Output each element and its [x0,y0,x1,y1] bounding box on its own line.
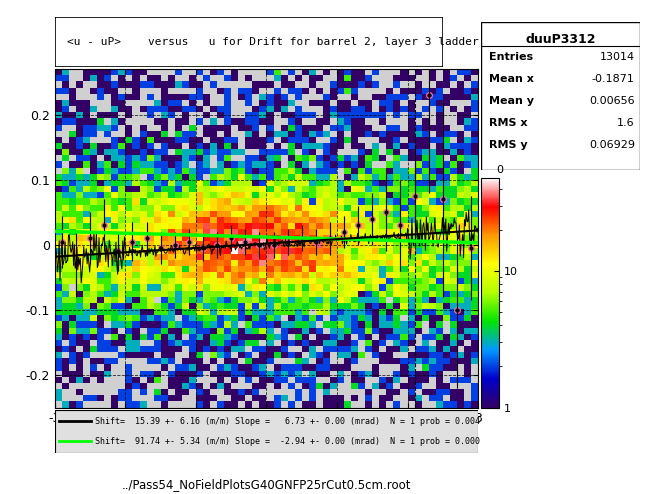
Text: Shift=  91.74 +- 5.34 (m/m) Slope =  -2.94 +- 0.00 (mrad)  N = 1 prob = 0.000: Shift= 91.74 +- 5.34 (m/m) Slope = -2.94… [95,437,480,446]
Text: 0: 0 [496,165,503,175]
Text: Shift=  15.39 +- 6.16 (m/m) Slope =   6.73 +- 0.00 (mrad)  N = 1 prob = 0.004: Shift= 15.39 +- 6.16 (m/m) Slope = 6.73 … [95,417,480,426]
Text: RMS x: RMS x [489,118,528,127]
Text: 0.00656: 0.00656 [589,96,635,106]
Text: Entries: Entries [489,52,534,62]
Text: RMS y: RMS y [489,140,528,150]
Text: Mean x: Mean x [489,74,534,84]
Text: 13014: 13014 [599,52,635,62]
FancyBboxPatch shape [481,22,640,170]
Text: -0.1871: -0.1871 [592,74,635,84]
Text: duuP3312: duuP3312 [525,33,596,45]
FancyBboxPatch shape [55,17,443,67]
Text: ../Pass54_NoFieldPlotsG40GNFP25rCut0.5cm.root: ../Pass54_NoFieldPlotsG40GNFP25rCut0.5cm… [122,479,412,492]
Text: <u - uP>    versus   u for Drift for barrel 2, layer 3 ladder 12, wafer 3: <u - uP> versus u for Drift for barrel 2… [67,37,559,47]
FancyBboxPatch shape [55,410,478,453]
Text: 0.06929: 0.06929 [589,140,635,150]
Text: Mean y: Mean y [489,96,534,106]
Text: 1.6: 1.6 [617,118,635,127]
